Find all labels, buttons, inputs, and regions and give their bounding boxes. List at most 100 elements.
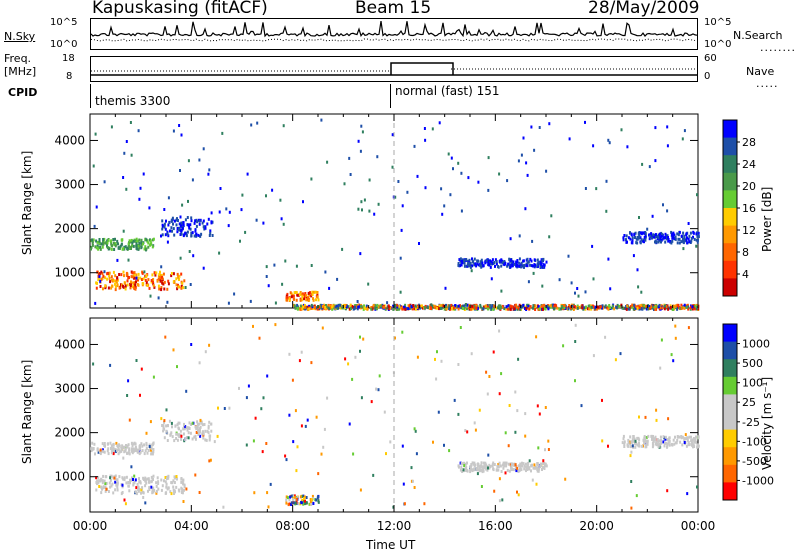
power-data-point — [149, 243, 151, 247]
power-data-point — [127, 242, 130, 246]
velocity-data-point — [697, 445, 700, 448]
power-data-point — [621, 306, 624, 310]
velocity-data-point — [136, 450, 139, 454]
velocity-data-point — [145, 481, 148, 485]
velocity-data-point — [107, 452, 110, 456]
power-data-point — [429, 304, 432, 308]
velocity-data-point — [623, 445, 626, 448]
power-data-point — [183, 279, 186, 283]
velocity-data-point — [139, 393, 141, 397]
velocity-data-point — [476, 472, 479, 476]
velocity-data-point — [285, 501, 288, 505]
power-data-point — [485, 259, 488, 262]
velocity-data-point — [290, 503, 293, 506]
power-data-point — [592, 305, 595, 309]
power-data-point — [195, 233, 197, 237]
power-data-point — [334, 305, 337, 309]
power-data-point — [98, 238, 101, 241]
velocity-data-point — [672, 438, 675, 442]
power-data-point — [310, 303, 313, 307]
power-data-point — [125, 271, 128, 275]
velocity-data-point — [178, 433, 180, 437]
velocity-data-point — [155, 489, 158, 493]
velocity-data-point — [656, 442, 659, 446]
power-data-point — [403, 305, 405, 309]
power-data-point — [98, 241, 101, 245]
power-data-point — [204, 225, 207, 229]
velocity-data-point — [498, 392, 501, 396]
power-data-point — [629, 237, 632, 241]
power-data-point — [207, 172, 210, 176]
velocity-data-point — [463, 464, 466, 468]
power-data-point — [227, 301, 230, 305]
power-data-point — [179, 169, 181, 172]
velocity-data-point — [165, 429, 168, 433]
velocity-data-point — [180, 434, 183, 438]
power-data-point — [600, 306, 603, 310]
cpid-mode-2: normal (fast) 151 — [395, 84, 500, 98]
velocity-data-point — [292, 440, 295, 444]
velocity-data-point — [182, 427, 185, 431]
power-data-point — [439, 306, 442, 310]
power-data-point — [577, 294, 580, 298]
velocity-data-point — [651, 445, 654, 449]
power-data-point — [348, 156, 351, 160]
noise-sky-trace — [91, 21, 697, 38]
noise-left-tick-bottom: 10^0 — [50, 39, 78, 50]
velocity-data-point — [502, 463, 504, 467]
power-data-point — [550, 214, 553, 218]
power-data-point — [274, 301, 277, 305]
velocity-data-point — [470, 464, 473, 468]
velocity-data-point — [673, 442, 676, 446]
power-data-point — [670, 230, 673, 234]
velocity-data-point — [173, 492, 175, 495]
power-data-point — [697, 235, 700, 239]
velocity-data-point — [107, 490, 110, 493]
velocity-data-point — [208, 420, 211, 424]
power-data-point — [367, 282, 370, 286]
power-data-point — [117, 242, 119, 246]
time-xtick-label: 04:00 — [174, 519, 209, 533]
power-data-point — [563, 306, 566, 310]
power-data-point — [282, 222, 285, 226]
velocity-data-point — [510, 468, 513, 472]
velocity-data-point — [132, 481, 135, 485]
velocity-data-point — [135, 492, 138, 496]
velocity-data-point — [693, 445, 696, 448]
power-data-point — [622, 238, 625, 242]
power-data-point — [292, 297, 295, 301]
power-data-point — [310, 264, 313, 267]
power-data-point — [457, 304, 460, 308]
power-colorbar-swatch — [723, 120, 737, 139]
velocity-data-point — [162, 429, 165, 433]
power-data-point — [489, 259, 492, 263]
velocity-data-point — [111, 482, 114, 486]
power-data-point — [536, 263, 539, 267]
velocity-data-point — [258, 336, 261, 340]
velocity-data-point — [303, 502, 306, 506]
power-ylabel: Slant Range [km] — [20, 150, 34, 255]
power-data-point — [114, 288, 117, 292]
power-data-point — [152, 282, 155, 286]
velocity-data-point — [403, 502, 406, 506]
velocity-data-point — [125, 475, 128, 479]
power-data-point — [553, 304, 556, 308]
power-data-point — [448, 304, 451, 308]
velocity-data-point — [667, 441, 670, 445]
power-data-point — [576, 306, 579, 310]
velocity-data-point — [666, 438, 669, 442]
velocity-data-point — [317, 472, 320, 476]
velocity-data-point — [526, 462, 529, 466]
velocity-data-point — [311, 494, 314, 498]
power-data-point — [607, 257, 610, 261]
velocity-data-point — [523, 464, 526, 468]
velocity-data-point — [144, 479, 147, 483]
velocity-data-point — [284, 454, 287, 458]
velocity-data-point — [105, 481, 108, 485]
velocity-colorbar-swatch — [723, 447, 737, 466]
power-data-point — [665, 305, 668, 309]
power-data-point — [190, 234, 193, 238]
velocity-data-point — [222, 505, 225, 509]
power-data-point — [632, 254, 635, 258]
velocity-data-point — [574, 323, 577, 327]
